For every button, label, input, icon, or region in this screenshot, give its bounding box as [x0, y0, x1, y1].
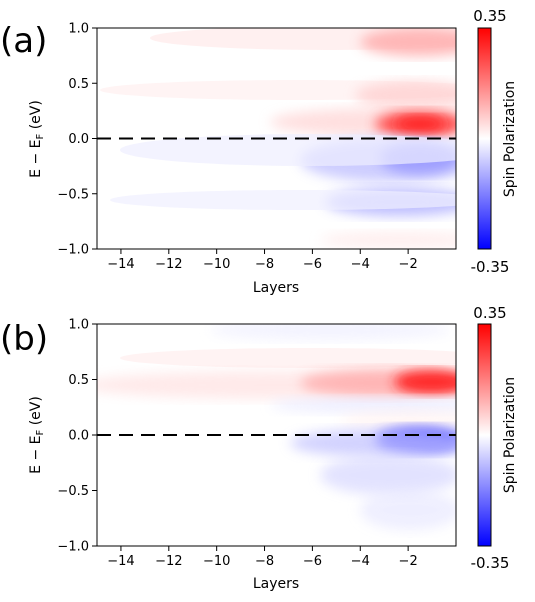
panel-b: (b) −14 −12 −10 −8 −6 −4 −2 −1.0−0.50.00.51.0 …	[0, 304, 518, 592]
panel-label-b: (b)	[0, 319, 48, 359]
panel-a: (a) −14 −12 −10 −8 −6 −4 −2 −1.0−0.50.00.51.0 …	[0, 7, 518, 296]
y-axis-label-a: E − EF (eV)	[28, 100, 46, 178]
y-axis-label-b: E − EF (eV)	[28, 396, 46, 474]
colorbar-max-label-a: 0.35	[473, 7, 506, 25]
x-tick-label: −12	[155, 257, 182, 272]
x-tick-label: −14	[107, 554, 134, 569]
heat-blob	[290, 429, 456, 457]
heat-blob	[270, 397, 456, 413]
x-tick-label: −10	[203, 257, 230, 272]
heat-blob	[110, 190, 456, 210]
x-axis-label-a: Layers	[253, 280, 299, 296]
x-tick-label: −2	[399, 257, 418, 272]
x-tick-label: −2	[399, 554, 418, 569]
y-tick-label: 0.0	[68, 429, 89, 444]
x-ticks-b: −14 −12 −10 −8 −6 −4 −2	[107, 546, 418, 569]
x-tick-label: −6	[303, 554, 322, 569]
y-tick-label: −0.5	[57, 484, 89, 499]
heat-blob	[395, 116, 445, 132]
heat-blob	[360, 490, 456, 530]
y-tick-label: −1.0	[57, 243, 89, 258]
heat-blob	[355, 81, 456, 109]
x-tick-label: −8	[255, 257, 274, 272]
y-tick-label: 1.0	[68, 22, 89, 37]
y-ticks-b: −1.0 −0.5 0.0 0.5 1.0	[57, 318, 97, 555]
heat-blob	[320, 455, 456, 495]
colorbar-title-a: Spin Polarization	[502, 81, 518, 197]
heat-blob	[210, 324, 450, 340]
x-tick-label: −6	[303, 257, 322, 272]
heat-blob	[340, 410, 456, 430]
heat-blob	[120, 348, 456, 368]
x-axis-label-b: Layers	[253, 576, 299, 592]
colorbar-min-label-b: -0.35	[471, 554, 510, 572]
colorbar-min-label-a: -0.35	[471, 258, 510, 276]
y-ticks-a: −1.0 −0.5 0.0 0.5 1.0	[57, 22, 97, 258]
heat-blob	[120, 134, 456, 166]
x-tick-label: −4	[351, 554, 370, 569]
x-tick-label: −12	[155, 554, 182, 569]
heat-blob	[394, 370, 456, 394]
y-tick-label: −1.0	[57, 540, 89, 555]
heat-blob	[320, 232, 456, 248]
y-tick-label: 1.0	[68, 318, 89, 333]
colorbar-b	[477, 323, 492, 547]
x-tick-label: −14	[107, 257, 134, 272]
x-ticks-a: −14 −12 −10 −8 −6 −4 −2	[107, 249, 418, 272]
heatmap-b	[97, 324, 456, 546]
colorbar-max-label-b: 0.35	[473, 304, 506, 322]
x-tick-label: −4	[351, 257, 370, 272]
colorbar-title-b: Spin Polarization	[502, 377, 518, 493]
x-tick-label: −10	[203, 554, 230, 569]
y-tick-label: 0.5	[68, 373, 89, 388]
y-tick-label: 0.5	[68, 77, 89, 92]
y-tick-label: 0.0	[68, 132, 89, 147]
heat-blob	[360, 28, 456, 56]
x-tick-label: −8	[255, 554, 274, 569]
colorbar-a	[477, 27, 492, 250]
panel-label-a: (a)	[0, 21, 47, 61]
y-tick-label: −0.5	[57, 187, 89, 202]
